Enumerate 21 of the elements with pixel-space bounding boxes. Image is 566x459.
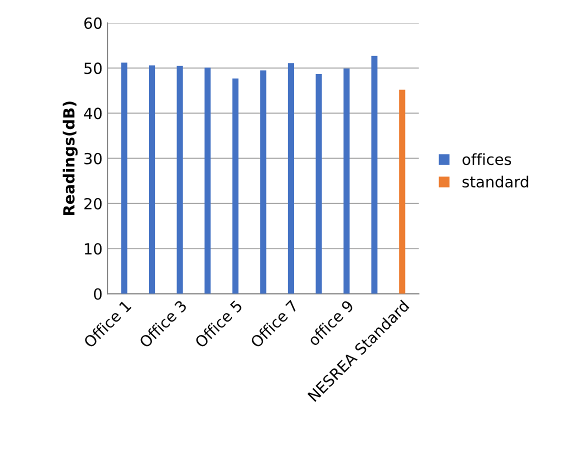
y-tick-label: 50 bbox=[84, 62, 102, 74]
bar bbox=[260, 70, 266, 294]
y-tick-label: 30 bbox=[84, 152, 102, 164]
bar bbox=[371, 56, 378, 294]
bar bbox=[288, 63, 294, 294]
bar bbox=[232, 78, 238, 294]
legend-label: standard bbox=[462, 176, 528, 188]
bar bbox=[344, 68, 350, 294]
bar bbox=[121, 62, 128, 294]
bar bbox=[148, 65, 156, 294]
bar bbox=[316, 74, 322, 294]
y-tick-label: 10 bbox=[84, 243, 102, 255]
legend-label: offices bbox=[462, 153, 512, 166]
y-tick-label: 40 bbox=[84, 108, 102, 120]
y-axis-title: Readings(dB) bbox=[62, 102, 78, 215]
bar bbox=[204, 68, 211, 294]
y-tick-label: 0 bbox=[94, 288, 102, 300]
bar bbox=[399, 90, 406, 294]
y-tick-label: 20 bbox=[84, 198, 102, 210]
y-tick-label: 60 bbox=[84, 17, 102, 29]
bar bbox=[176, 66, 183, 294]
